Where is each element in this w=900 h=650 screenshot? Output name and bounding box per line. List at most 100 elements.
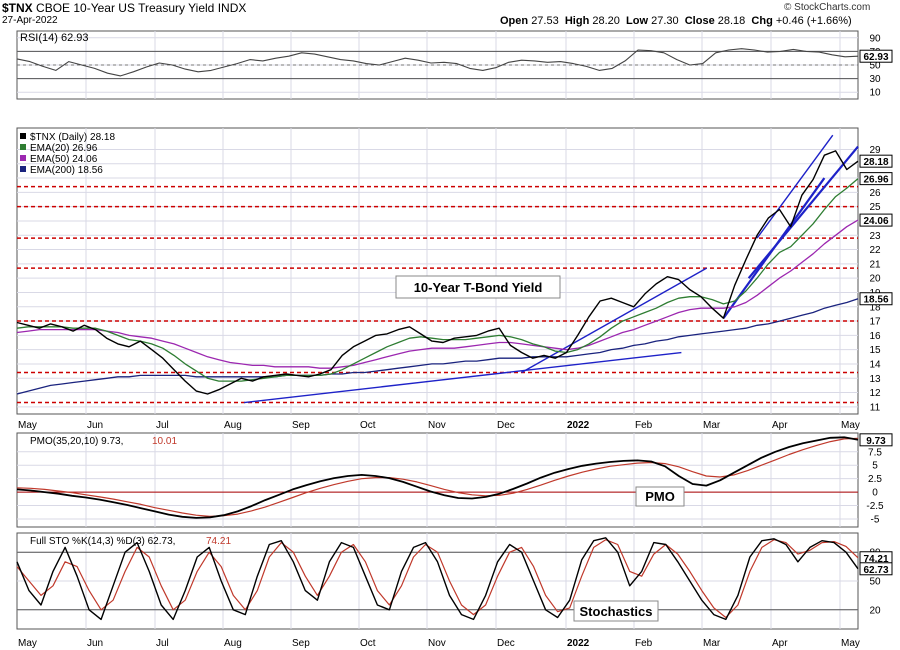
sto-annotation: Stochastics [580, 604, 653, 619]
pmo-panel-tick-label: 0 [872, 488, 878, 499]
price-panel-tick-label: 23 [869, 231, 881, 242]
sto-k-last-value: 62.73 [863, 565, 888, 576]
sto-title: Full STO %K(14,3) %D(3) 62.73, [30, 536, 175, 547]
price-last-value: 18.56 [863, 295, 888, 306]
low-label: Low [626, 15, 649, 27]
sto-panel-tick-label: 20 [869, 605, 881, 616]
legend-entry: $TNX (Daily) 28.18 [30, 132, 115, 143]
x-month-label-bottom: 2022 [567, 638, 590, 649]
price-panel-tick-label: 16 [869, 331, 881, 342]
close-value: 28.18 [717, 15, 746, 27]
x-month-label-bottom: May [18, 638, 37, 649]
pmo-panel-tick-label: 2.5 [868, 474, 882, 485]
price-panel-tick-label: 15 [869, 345, 881, 356]
legend-swatch [20, 133, 26, 139]
x-month-label-bottom: Jun [87, 638, 103, 649]
pmo-last-value-box [859, 433, 893, 447]
sto-k-last-value-box [859, 562, 893, 576]
x-month-label: Feb [635, 420, 653, 431]
price-panel-tick-label: 11 [870, 402, 881, 413]
sto-d-line [16, 539, 859, 619]
pmo-panel-tick-label: 5 [872, 461, 878, 472]
x-month-label-bottom: Feb [635, 638, 653, 649]
sto-annotation-box [573, 600, 659, 622]
low-value: 27.30 [651, 15, 679, 27]
price-last-value-box [859, 292, 893, 306]
pmo-title: PMO(35,20,10) 9.73, [30, 436, 123, 447]
price-last-value: 24.06 [863, 216, 888, 227]
trend-line [747, 145, 859, 279]
rsi-panel-tick-label: 10 [869, 88, 881, 99]
x-month-label-bottom: Aug [224, 638, 242, 649]
rsi-panel-tick-label: 30 [869, 74, 881, 85]
x-month-label-bottom: Oct [360, 638, 376, 649]
change-label: Chg [751, 15, 773, 27]
price-annotation: 10-Year T-Bond Yield [414, 280, 543, 295]
price-panel-tick-label: 17 [869, 317, 881, 328]
credit-label: © StockCharts.com [784, 2, 871, 13]
price-panel-tick-label: 14 [869, 359, 881, 370]
high-value: 28.20 [592, 15, 620, 27]
chart-date: 27-Apr-2022 [2, 15, 58, 26]
price-panel-tick-label: 29 [869, 145, 881, 156]
price-panel-tick-label: 20 [869, 274, 881, 285]
x-month-label: Sep [292, 420, 310, 431]
sto-d-last-value: 74.21 [863, 554, 888, 565]
pmo-annotation: PMO [645, 489, 675, 504]
pmo-panel-tick-label: -5 [871, 514, 880, 525]
legend-swatch [20, 144, 26, 150]
price-panel-tick-label: 18 [869, 302, 881, 313]
ema20-line [16, 178, 859, 382]
x-month-label: Aug [224, 420, 242, 431]
x-month-label-bottom: Sep [292, 638, 310, 649]
x-month-label: Apr [772, 420, 788, 431]
pmo-panel-tick-label: 7.5 [868, 447, 882, 458]
price-panel-tick-label: 25 [869, 202, 881, 213]
sto-k-line [16, 537, 859, 621]
price-panel-tick-label: 13 [869, 374, 881, 385]
trend-line [521, 267, 707, 374]
pmo-line [16, 436, 859, 519]
rsi-last-value: 62.93 [863, 52, 888, 63]
x-month-label: Dec [497, 420, 515, 431]
price-line [16, 150, 859, 395]
x-month-label-bottom: Mar [703, 638, 721, 649]
price-panel-tick-label: 26 [869, 188, 881, 199]
rsi-line [16, 48, 859, 77]
close-label: Close [684, 15, 715, 27]
x-month-label: Oct [360, 420, 376, 431]
price-panel-frame [16, 127, 859, 415]
rsi-last-value-box [859, 49, 893, 63]
open-value: 27.53 [531, 15, 559, 27]
exchange-label: INDX [217, 1, 247, 15]
legend-swatch [20, 166, 26, 172]
x-month-label: 2022 [567, 420, 590, 431]
pmo-panel-frame [16, 432, 859, 528]
x-month-label: Nov [428, 420, 446, 431]
sto-panel-tick-label: 50 [869, 577, 881, 588]
price-last-value-box [859, 154, 893, 168]
pmo-last-value: 9.73 [866, 436, 886, 447]
pmo-signal-line [16, 437, 859, 517]
legend-swatch [20, 155, 26, 161]
x-month-label: Jun [87, 420, 103, 431]
legend-entry: EMA(200) 18.56 [30, 165, 103, 176]
sto-title-signal: 74.21 [206, 536, 231, 547]
price-last-value: 26.96 [863, 175, 888, 186]
pmo-annotation-box [635, 486, 685, 507]
x-month-label-bottom: May [841, 638, 860, 649]
ohlc-readout: Open 27.53 High 28.20 Low 27.30 Close 28… [500, 15, 852, 27]
open-label: Open [500, 15, 529, 27]
pmo-panel-tick-label: -2.5 [866, 501, 884, 512]
price-last-value-box [859, 172, 893, 186]
x-month-label: May [18, 420, 37, 431]
price-panel-tick-label: 12 [869, 388, 881, 399]
trend-line [756, 134, 834, 239]
chart-header: $TNX CBOE 10-Year US Treasury Yield INDX [2, 1, 246, 15]
x-month-label: Jul [156, 420, 169, 431]
change-value: +0.46 (+1.66%) [775, 15, 852, 27]
price-last-value-box [859, 213, 893, 227]
ema50-line [16, 219, 859, 369]
